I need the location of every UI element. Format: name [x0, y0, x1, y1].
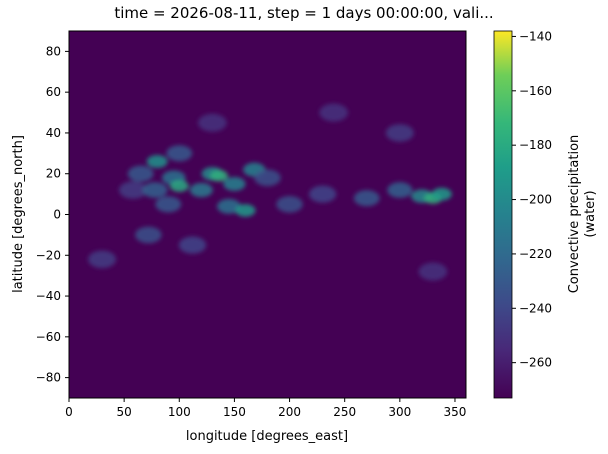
precip-feature	[209, 170, 229, 182]
precip-feature	[127, 165, 154, 182]
y-tick-label: −40	[36, 289, 61, 303]
colorbar-tick-label: −200	[519, 193, 552, 207]
colorbar-axis: −140 −160 −180 −200 −220 −240 −260	[512, 29, 552, 370]
chart-title: time = 2026-08-11, step = 1 days 00:00:0…	[114, 4, 494, 22]
precip-feature	[178, 236, 207, 254]
colorbar-label-line1: Convective precipitation	[567, 135, 582, 294]
x-axis: 0 50 100 150 200 250 300 350	[65, 398, 466, 419]
precip-feature	[353, 190, 380, 207]
x-tick-label: 300	[388, 405, 411, 419]
y-tick-label: 80	[46, 44, 61, 58]
precip-feature	[387, 182, 413, 198]
precip-feature	[88, 250, 117, 269]
precip-feature	[166, 145, 193, 162]
x-tick-label: 350	[444, 405, 467, 419]
precipitation-field	[88, 103, 452, 281]
x-tick-label: 100	[168, 405, 191, 419]
precip-feature	[418, 262, 448, 281]
precip-feature	[142, 182, 168, 198]
precip-feature	[319, 103, 349, 122]
colorbar-label-line2: (water)	[583, 190, 598, 237]
precip-feature	[155, 196, 182, 213]
y-tick-label: 0	[53, 208, 61, 222]
colorbar-tick-label: −220	[519, 247, 552, 261]
x-tick-label: 200	[278, 405, 301, 419]
x-tick-label: 250	[333, 405, 356, 419]
precip-feature	[135, 226, 162, 244]
colorbar-tick-label: −260	[519, 356, 552, 370]
precip-feature	[254, 169, 281, 187]
precip-feature	[118, 181, 147, 199]
y-tick-label: 60	[46, 85, 61, 99]
precip-feature	[308, 185, 337, 203]
precip-feature	[217, 198, 241, 214]
precip-feature	[197, 113, 227, 132]
y-axis-label: latitude [degrees_north]	[11, 135, 26, 293]
precip-feature	[276, 195, 303, 213]
precip-feature	[235, 204, 256, 217]
colorbar-tick-label: −240	[519, 301, 552, 315]
x-tick-label: 150	[223, 405, 246, 419]
precip-feature	[169, 180, 189, 192]
plot-area	[69, 31, 466, 398]
precip-feature	[431, 187, 452, 201]
y-tick-label: 20	[46, 167, 61, 181]
precip-feature	[146, 154, 168, 169]
x-axis-label: longitude [degrees_east]	[186, 429, 348, 444]
colorbar	[493, 30, 513, 399]
y-tick-label: −60	[36, 330, 61, 344]
x-tick-label: 50	[116, 405, 131, 419]
precip-feature	[223, 176, 246, 191]
precip-feature	[385, 124, 414, 142]
y-axis: 80 60 40 20 0 −20 −40 −60 −80	[36, 44, 69, 385]
y-tick-label: 40	[46, 126, 61, 140]
colorbar-tick-label: −160	[519, 84, 552, 98]
x-tick-label: 0	[65, 405, 73, 419]
colorbar-tick-label: −180	[519, 138, 552, 152]
y-tick-label: −20	[36, 248, 61, 262]
y-tick-label: −80	[36, 371, 61, 385]
colorbar-tick-label: −140	[519, 29, 552, 43]
precip-feature	[189, 182, 213, 198]
